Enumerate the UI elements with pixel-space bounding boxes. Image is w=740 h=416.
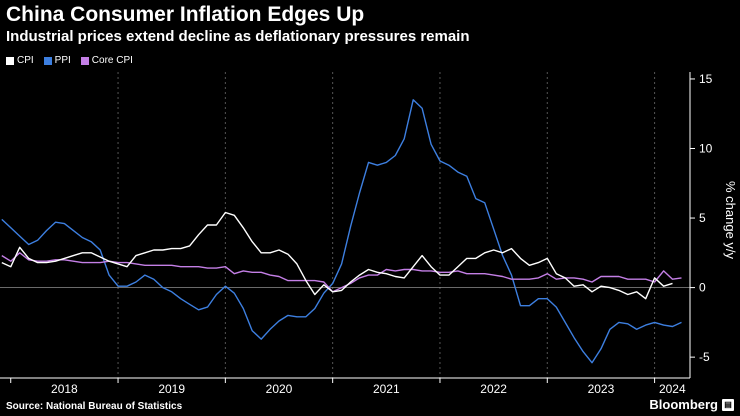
x-tick-label: 2021: [373, 382, 400, 396]
chart-subtitle: Industrial prices extend decline as defl…: [6, 28, 470, 45]
legend-item-cpi: CPI: [6, 55, 34, 66]
legend-swatch-ppi: [43, 56, 52, 65]
x-tick-label: 2020: [266, 382, 293, 396]
y-tick-label: 0: [699, 281, 706, 295]
series-line-ppi: [1, 99, 682, 364]
x-tick-label: 2019: [158, 382, 185, 396]
x-tick-label: 2018: [51, 382, 78, 396]
legend-item-core-cpi: Core CPI: [80, 55, 133, 66]
y-tick-label: 10: [699, 142, 713, 156]
x-tick-label: 2022: [480, 382, 507, 396]
y-tick-label: 15: [699, 72, 713, 86]
x-tick-label: 2023: [588, 382, 615, 396]
legend: CPI PPI Core CPI: [6, 55, 133, 66]
series-line-core: [1, 252, 682, 293]
axes: % change y/y -5 0 5 10 15 2018 2019 2020 2021 202…: [0, 72, 738, 396]
y-tick-label: -5: [699, 350, 710, 364]
y-tick-label: 5: [699, 211, 706, 225]
gridlines: [0, 72, 690, 378]
brand-name: Bloomberg: [649, 397, 718, 412]
legend-label-ppi: PPI: [54, 55, 71, 66]
x-tick-label: 2024: [659, 382, 686, 396]
chart-title: China Consumer Inflation Edges Up: [6, 3, 365, 26]
brand-logo: Bloomberg ▤: [649, 397, 734, 412]
legend-item-ppi: PPI: [43, 55, 71, 66]
bloomberg-terminal-icon: ▤: [722, 398, 734, 411]
legend-swatch-cpi: [6, 56, 14, 65]
series-lines: [1, 99, 682, 364]
legend-label-core-cpi: Core CPI: [91, 55, 133, 66]
source-note: Source: National Bureau of Statistics: [6, 401, 183, 412]
legend-swatch-core-cpi: [80, 56, 89, 65]
legend-label-cpi: CPI: [17, 55, 34, 66]
series-line-cpi: [1, 211, 673, 300]
y-axis-label: % change y/y: [723, 181, 738, 260]
